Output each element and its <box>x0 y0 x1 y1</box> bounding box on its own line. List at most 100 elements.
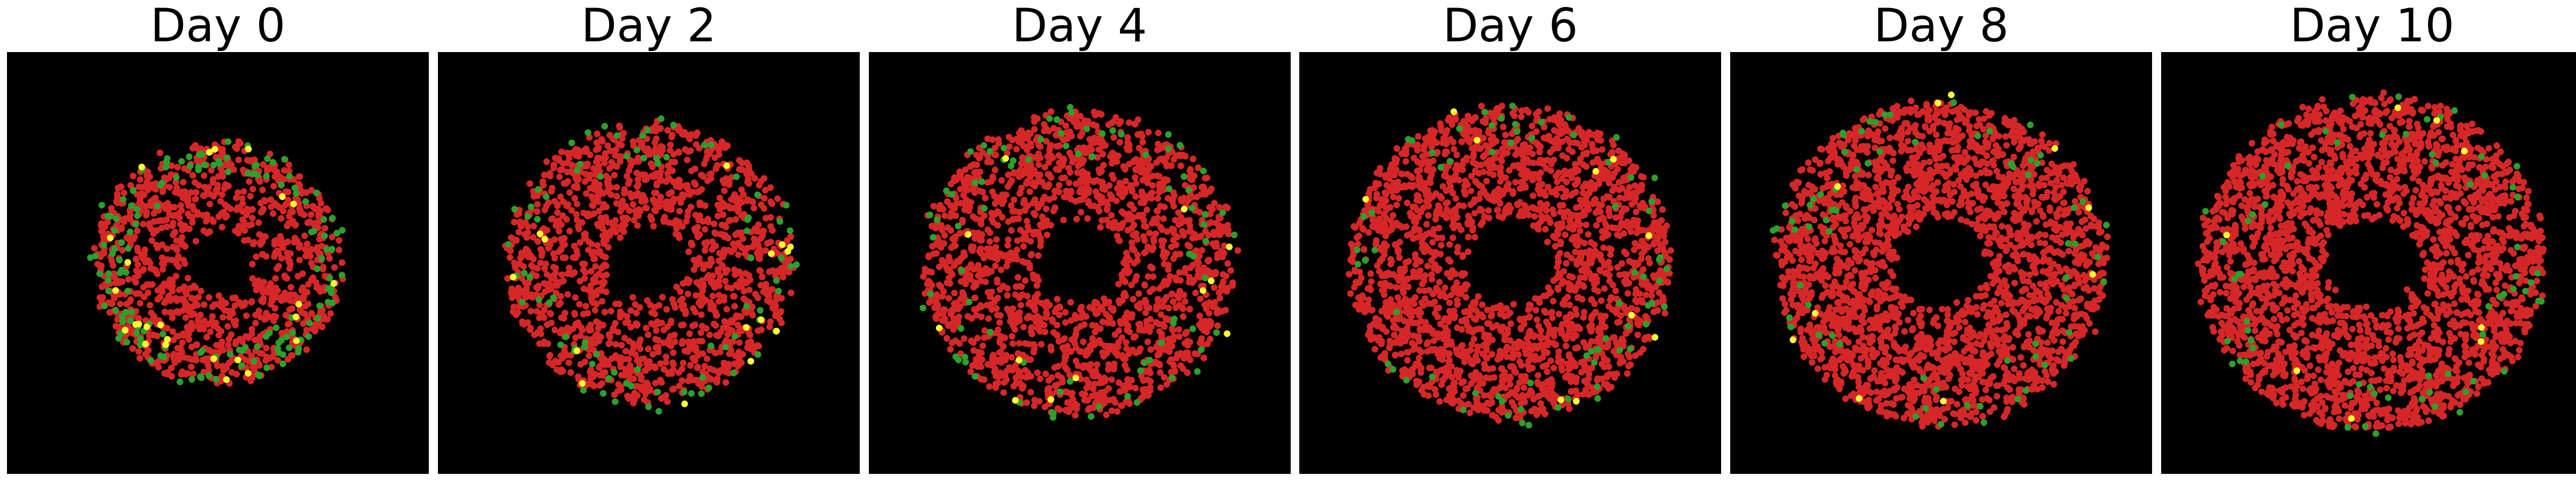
red-point <box>205 184 212 191</box>
red-point <box>522 251 529 258</box>
red-point <box>702 242 709 249</box>
red-point <box>699 173 707 180</box>
green-point <box>320 216 327 223</box>
red-point <box>298 287 305 294</box>
red-point <box>626 207 633 214</box>
red-point <box>1221 306 1229 313</box>
red-point <box>953 299 961 306</box>
red-point <box>1065 179 1072 186</box>
green-point <box>707 142 714 149</box>
red-point <box>270 182 277 190</box>
red-point <box>125 276 132 283</box>
red-point <box>1122 339 1129 346</box>
red-point <box>537 246 544 253</box>
red-point <box>1027 140 1034 147</box>
yellow-point <box>245 145 252 152</box>
red-point <box>1147 346 1154 353</box>
green-point <box>942 187 950 194</box>
green-point <box>521 269 528 276</box>
red-point <box>1053 332 1060 339</box>
red-point <box>960 192 967 199</box>
red-point <box>170 336 177 343</box>
red-point <box>1077 133 1084 140</box>
green-point <box>929 234 936 241</box>
green-point <box>581 339 588 346</box>
red-point <box>1093 300 1100 307</box>
red-point <box>1153 172 1161 179</box>
green-point <box>967 148 974 155</box>
green-point <box>1067 109 1075 116</box>
red-point <box>670 198 677 206</box>
red-point <box>1096 224 1104 231</box>
red-point <box>960 177 967 185</box>
red-point <box>720 294 728 301</box>
red-point <box>534 238 541 245</box>
red-point <box>530 234 537 241</box>
green-point <box>786 227 794 234</box>
red-point <box>262 357 269 364</box>
green-point <box>213 376 219 383</box>
red-point <box>718 138 726 145</box>
red-point <box>1027 389 1034 396</box>
scatter-plot-area <box>437 52 860 474</box>
red-point <box>204 362 212 369</box>
red-point <box>1079 364 1087 371</box>
red-point <box>943 335 950 342</box>
red-point <box>1077 179 1084 186</box>
green-point <box>1219 209 1226 216</box>
red-point <box>1004 292 1011 299</box>
red-point <box>773 249 780 256</box>
red-point <box>172 188 179 196</box>
red-point <box>1550 297 1557 305</box>
red-point <box>657 143 664 150</box>
red-point <box>1170 226 1177 233</box>
red-point <box>281 296 288 303</box>
red-point <box>756 181 763 189</box>
red-point <box>154 245 161 252</box>
red-point <box>639 192 647 199</box>
red-point <box>757 267 764 275</box>
red-point <box>634 176 641 183</box>
red-point <box>273 169 281 175</box>
red-point <box>703 355 711 362</box>
red-point <box>146 222 153 229</box>
red-point <box>538 252 545 259</box>
red-point <box>304 240 311 247</box>
red-point <box>1220 242 1228 250</box>
red-point <box>1053 305 1060 312</box>
red-point <box>594 130 601 137</box>
red-point <box>1059 136 1067 143</box>
red-point <box>1176 269 1183 276</box>
red-point <box>241 302 248 309</box>
red-point <box>1045 377 1052 384</box>
red-point <box>1129 231 1136 239</box>
red-point <box>169 288 176 295</box>
red-point <box>991 369 998 376</box>
red-point <box>580 266 587 274</box>
red-point <box>543 271 551 278</box>
red-point <box>1028 324 1035 331</box>
red-point <box>715 298 722 305</box>
red-point <box>1654 247 1662 254</box>
green-point <box>722 343 729 350</box>
red-point <box>1200 354 1207 362</box>
red-point <box>657 360 664 367</box>
red-point <box>654 346 661 353</box>
red-point <box>1185 274 1192 281</box>
panel-day-1: Day 2 <box>437 0 860 483</box>
red-point <box>1133 236 1140 243</box>
red-point <box>999 343 1007 350</box>
red-point <box>1049 316 1056 323</box>
red-point <box>550 250 557 257</box>
green-point <box>743 303 750 310</box>
red-point <box>1115 190 1123 197</box>
red-point <box>1040 121 1048 128</box>
green-point <box>1190 253 1197 260</box>
red-point <box>1454 244 1462 251</box>
red-point <box>575 176 582 183</box>
green-point <box>1089 153 1096 160</box>
red-point <box>1023 399 1030 406</box>
red-point <box>684 348 691 355</box>
yellow-point <box>541 236 548 243</box>
red-point <box>1056 311 1063 318</box>
